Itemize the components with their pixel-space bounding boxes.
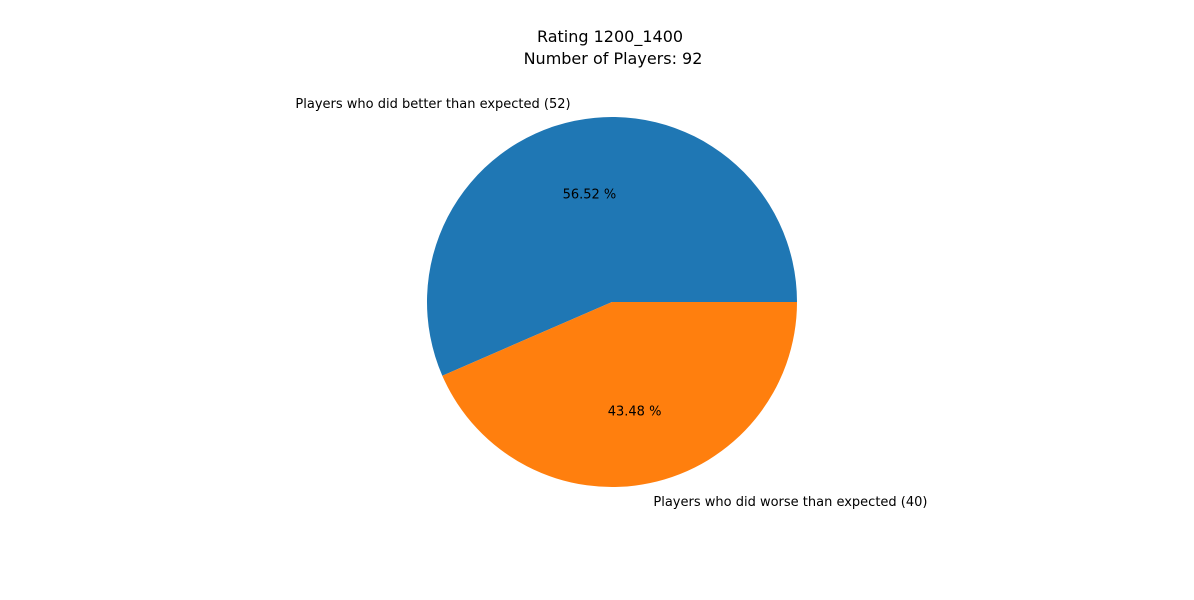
chart-title-line-2: Number of Players: 92 [524, 49, 703, 68]
pie-slice-1 [442, 302, 797, 488]
chart-title-line-1: Rating 1200_1400 [537, 27, 683, 47]
pie-slice-1-label: Players who did worse than expected (40) [653, 495, 927, 510]
pie-group: 56.52 % Players who did better than expec… [295, 97, 927, 510]
pie-slice-0-pct-label: 56.52 % [563, 187, 617, 202]
pie-slice-0 [427, 117, 797, 376]
pie-slice-1-pct-label: 43.48 % [608, 405, 662, 420]
pie-slice-0-label: Players who did better than expected (52… [295, 97, 570, 112]
